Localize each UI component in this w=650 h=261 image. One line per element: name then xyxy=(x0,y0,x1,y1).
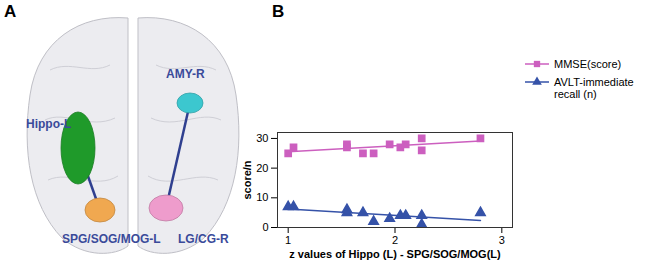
html-text:AVLT-immediate recall (n): AVLT-immediate recall (n) xyxy=(554,76,634,100)
svg-text:0: 0 xyxy=(262,221,268,233)
svg-text:z values of Hippo (L) - SPG/SO: z values of Hippo (L) - SPG/SOG/MOG(L) xyxy=(289,248,501,260)
svg-text:score/n: score/n xyxy=(241,160,253,199)
svg-text:LG/CG-R: LG/CG-R xyxy=(178,232,229,246)
html-text:MMSE(score): MMSE(score) xyxy=(554,58,622,70)
svg-text:2: 2 xyxy=(392,234,398,246)
svg-text:30: 30 xyxy=(256,132,268,144)
svg-text:20: 20 xyxy=(256,162,268,174)
svg-text:SPG/SOG/MOG-L: SPG/SOG/MOG-L xyxy=(62,232,161,246)
html-text:B: B xyxy=(272,2,285,21)
svg-text:AMY-R: AMY-R xyxy=(166,67,205,81)
svg-text:Hippo-L: Hippo-L xyxy=(26,117,71,131)
svg-text:A: A xyxy=(4,2,16,21)
svg-text:1: 1 xyxy=(285,234,291,246)
svg-text:10: 10 xyxy=(256,191,268,203)
svg-text:3: 3 xyxy=(499,234,505,246)
